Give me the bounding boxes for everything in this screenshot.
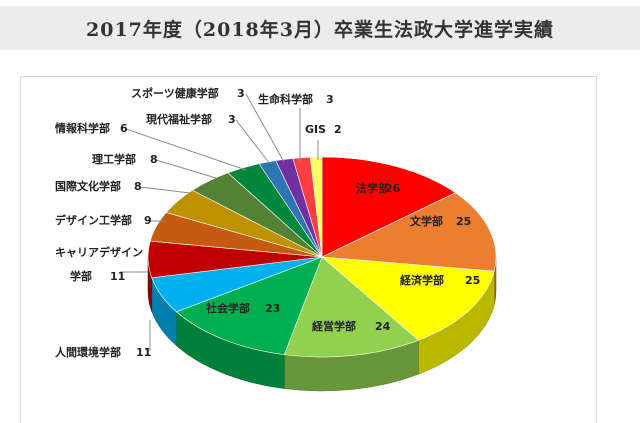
slice-label-人間環境学部: 人間環境学部 (55, 345, 121, 359)
pie-slice-経済学部 (321, 256, 495, 341)
slice-value-キャリアデザイン学部: 11 (110, 270, 125, 283)
slice-value-人間環境学部: 11 (136, 346, 151, 359)
leader-line-理工学部 (155, 159, 217, 179)
slice-value-情報科学部: 6 (120, 122, 128, 135)
slice-value-生命科学部: 3 (326, 93, 334, 106)
slice-label-経営学部: 経営学部 (312, 319, 356, 333)
slice-label-国際文化学部: 国際文化学部 (55, 179, 121, 193)
slice-value-デザイン工学部: 9 (144, 214, 152, 227)
slice-value-理工学部: 8 (150, 153, 158, 166)
slice-value-経済学部: 25 (465, 274, 480, 287)
slice-label-スポーツ健康学部: スポーツ健康学部 (131, 86, 219, 100)
slice-value-社会学部: 23 (265, 302, 280, 315)
slice-label-キャリアデザイン学部: キャリアデザイン学部 (55, 245, 143, 283)
slice-label-文学部: 文学部 (410, 214, 443, 228)
leader-line-人間環境学部 (146, 320, 151, 351)
slice-value-スポーツ健康学部: 3 (237, 87, 245, 100)
slice-label-情報科学部: 情報科学部 (55, 121, 110, 135)
slice-value-国際文化学部: 8 (134, 180, 142, 193)
slice-value-法学部: 26 (385, 182, 401, 195)
slice-label-経済学部: 経済学部 (400, 273, 444, 287)
pie-slice-GIS (309, 156, 323, 258)
leader-line-スポーツ健康学部 (245, 93, 285, 163)
slice-label-デザイン工学部: デザイン工学部 (55, 213, 132, 227)
leader-line-国際文化学部 (139, 186, 191, 194)
pie-slice-法学部 (321, 156, 456, 258)
slice-value-経営学部: 24 (375, 320, 391, 333)
slice-label-GIS: GIS (305, 123, 326, 136)
leader-line-情報科学部 (125, 128, 247, 171)
leader-line-現代福祉学部 (235, 119, 271, 165)
pie-slice-社会学部 (175, 256, 323, 355)
pie-slice-文学部 (320, 192, 497, 272)
page-title: 2017年度（2018年3月）卒業生法政大学進学実績 (86, 18, 554, 41)
slice-label-理工学部: 理工学部 (92, 152, 136, 166)
slice-label-生命科学部: 生命科学部 (258, 92, 313, 106)
pie-slice-経営学部 (283, 256, 420, 358)
slice-value-現代福祉学部: 3 (228, 113, 236, 126)
slice-label-現代福祉学部: 現代福祉学部 (146, 112, 212, 126)
slice-label-法学部: 法学部 (356, 181, 389, 195)
title-bar: 2017年度（2018年3月）卒業生法政大学進学実績 (0, 6, 640, 50)
slice-value-GIS: 2 (334, 123, 342, 136)
slice-value-文学部: 25 (456, 215, 471, 228)
pie-side-layer (147, 256, 497, 392)
slice-label-社会学部: 社会学部 (205, 301, 250, 315)
pie-top-layer (147, 156, 497, 358)
